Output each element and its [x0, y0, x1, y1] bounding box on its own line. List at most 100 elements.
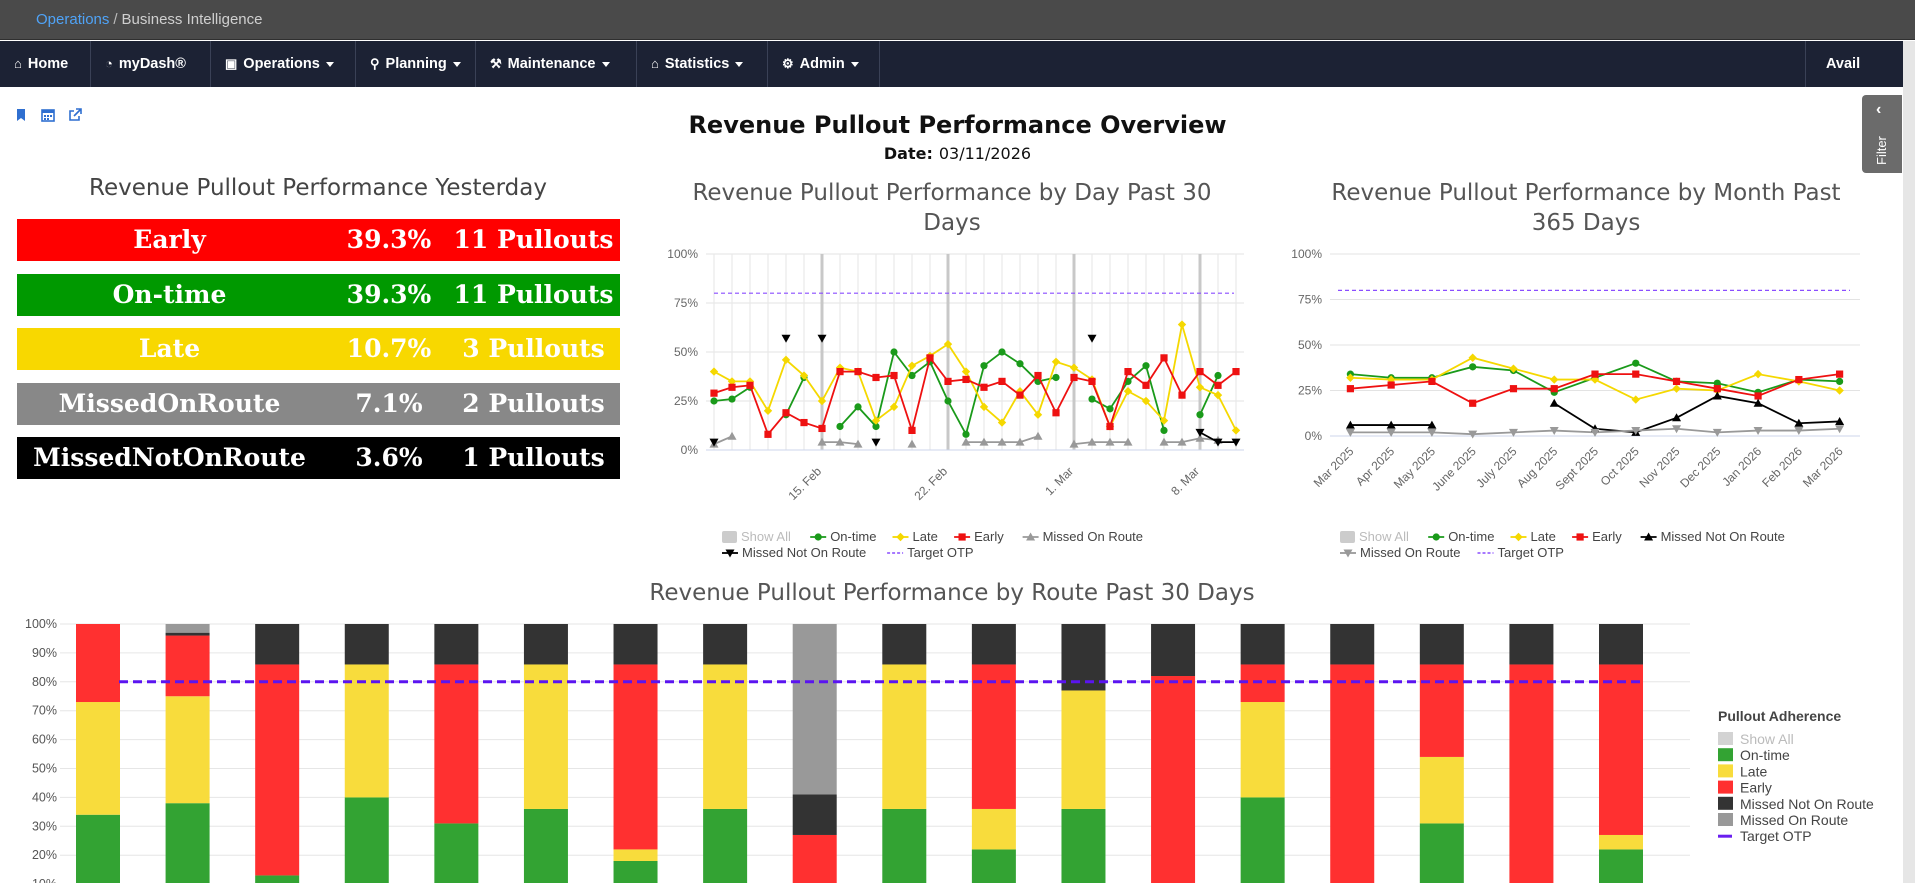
data-point-ontime[interactable]: [1632, 359, 1640, 367]
data-point-missedonroute[interactable]: [997, 437, 1007, 446]
data-point-early[interactable]: [710, 389, 718, 397]
data-point-missednotonroute[interactable]: [1835, 416, 1845, 425]
data-point-missedonroute[interactable]: [1195, 433, 1205, 442]
data-point-early[interactable]: [1713, 385, 1721, 393]
legend-item-missednotonroute[interactable]: Missed Not On Route: [1640, 529, 1785, 544]
external-link-icon[interactable]: [68, 108, 82, 122]
data-point-missedonroute[interactable]: [1672, 425, 1682, 434]
bar-segment-early[interactable]: [1599, 664, 1643, 835]
data-point-missedonroute[interactable]: [1069, 439, 1079, 448]
data-point-missednotonroute[interactable]: [1794, 418, 1804, 427]
data-point-early[interactable]: [1070, 373, 1078, 382]
data-point-missedonroute[interactable]: [961, 437, 971, 446]
data-point-early[interactable]: [1428, 377, 1436, 385]
data-point-late[interactable]: [1123, 387, 1133, 396]
bar-segment-ontime[interactable]: [434, 823, 479, 883]
data-point-missedonroute[interactable]: [835, 437, 845, 446]
data-point-early[interactable]: [1232, 368, 1240, 376]
data-point-early[interactable]: [1346, 385, 1354, 393]
data-point-ontime[interactable]: [908, 371, 916, 380]
data-point-late[interactable]: [745, 377, 755, 386]
bar-segment-late[interactable]: [613, 849, 658, 861]
data-point-missednotonroute[interactable]: [1345, 420, 1355, 429]
bar-segment-missednotonroute[interactable]: [434, 624, 479, 665]
bar-segment-early[interactable]: [792, 834, 837, 883]
data-point-early[interactable]: [944, 377, 952, 385]
data-point-late[interactable]: [1509, 364, 1518, 373]
bar-segment-ontime[interactable]: [882, 808, 927, 883]
data-point-ontime[interactable]: [962, 430, 970, 438]
data-point-missednotonroute[interactable]: [1549, 398, 1559, 407]
bar-segment-missedonroute[interactable]: [792, 624, 837, 795]
bar-segment-early[interactable]: [76, 624, 120, 703]
data-point-missedonroute[interactable]: [853, 439, 863, 448]
nav-item-statistics[interactable]: ⌂ Statistics: [637, 41, 768, 87]
data-point-late[interactable]: [961, 367, 971, 376]
bar-segment-missednotonroute[interactable]: [1509, 624, 1554, 665]
data-point-early[interactable]: [1106, 422, 1114, 431]
nav-avail-link[interactable]: Avail: [1805, 41, 1903, 87]
data-point-ontime[interactable]: [1713, 379, 1721, 387]
data-point-late[interactable]: [1159, 416, 1169, 425]
bar-segment-missednotonroute[interactable]: [523, 624, 568, 665]
legend-marker[interactable]: [814, 533, 822, 541]
data-point-early[interactable]: [818, 424, 826, 433]
legend-marker[interactable]: [896, 532, 905, 542]
bar-segment-missednotonroute[interactable]: [1061, 624, 1106, 691]
data-point-early[interactable]: [1550, 385, 1558, 393]
bar-segment-ontime[interactable]: [344, 797, 389, 883]
bar-segment-late[interactable]: [1599, 834, 1643, 850]
data-point-early[interactable]: [1016, 391, 1024, 399]
bar-segment-ontime[interactable]: [255, 875, 300, 883]
bar-segment-ontime[interactable]: [1061, 808, 1106, 883]
data-point-missednotonroute[interactable]: [1672, 413, 1682, 422]
data-point-late[interactable]: [1835, 386, 1844, 395]
bar-segment-early[interactable]: [434, 664, 479, 824]
data-point-missednotonroute[interactable]: [1231, 438, 1241, 447]
bar-segment-ontime[interactable]: [971, 849, 1016, 883]
data-point-late[interactable]: [1753, 369, 1763, 379]
legend-item-late[interactable]: Late: [892, 529, 938, 544]
data-point-missednotonroute[interactable]: [1386, 420, 1396, 429]
bar-segment-early[interactable]: [1330, 664, 1375, 883]
bar-segment-missednotonroute[interactable]: [971, 624, 1016, 665]
data-point-late[interactable]: [781, 355, 791, 365]
bar-segment-ontime[interactable]: [1240, 797, 1285, 883]
bar-segment-late[interactable]: [523, 664, 568, 809]
data-point-late[interactable]: [763, 406, 773, 415]
data-point-missedonroute[interactable]: [1105, 437, 1115, 446]
data-point-early[interactable]: [926, 354, 934, 362]
data-point-early[interactable]: [836, 368, 844, 376]
data-point-early[interactable]: [746, 381, 754, 389]
bar-segment-ontime[interactable]: [523, 808, 568, 883]
data-point-ontime[interactable]: [1214, 371, 1222, 380]
legend-item-showall[interactable]: Show All: [1340, 529, 1409, 544]
bar-segment-late[interactable]: [76, 702, 120, 815]
legend-marker[interactable]: [1644, 532, 1654, 541]
nav-item-home[interactable]: ⌂ Home: [0, 41, 91, 87]
data-point-missednotonroute[interactable]: [817, 334, 827, 343]
data-point-early[interactable]: [908, 426, 916, 434]
legend-item-ontime[interactable]: On-time: [810, 529, 876, 544]
nav-item-admin[interactable]: ⚙ Admin: [768, 41, 880, 87]
data-point-early[interactable]: [1178, 391, 1186, 399]
bar-segment-late[interactable]: [344, 664, 389, 798]
legend-marker[interactable]: [1514, 532, 1523, 542]
data-point-late[interactable]: [1550, 375, 1559, 384]
data-point-missedonroute[interactable]: [1590, 428, 1600, 437]
page-scrollbar[interactable]: [1903, 41, 1915, 883]
breadcrumb-root-link[interactable]: Operations: [36, 11, 110, 28]
legend-marker[interactable]: [1576, 533, 1584, 541]
data-point-early[interactable]: [764, 430, 772, 438]
data-point-ontime[interactable]: [1016, 360, 1024, 368]
data-point-ontime[interactable]: [980, 362, 988, 370]
nav-item-operations[interactable]: ▣ Operations: [211, 41, 356, 87]
data-point-late[interactable]: [835, 363, 845, 372]
data-point-late[interactable]: [799, 371, 809, 380]
data-point-missedonroute[interactable]: [1508, 428, 1518, 437]
bar-segment-missednotonroute[interactable]: [792, 794, 837, 835]
data-point-late[interactable]: [1033, 410, 1043, 419]
bar-segment-missednotonroute[interactable]: [165, 632, 210, 636]
data-point-early[interactable]: [1196, 368, 1204, 376]
data-point-late[interactable]: [817, 396, 827, 406]
